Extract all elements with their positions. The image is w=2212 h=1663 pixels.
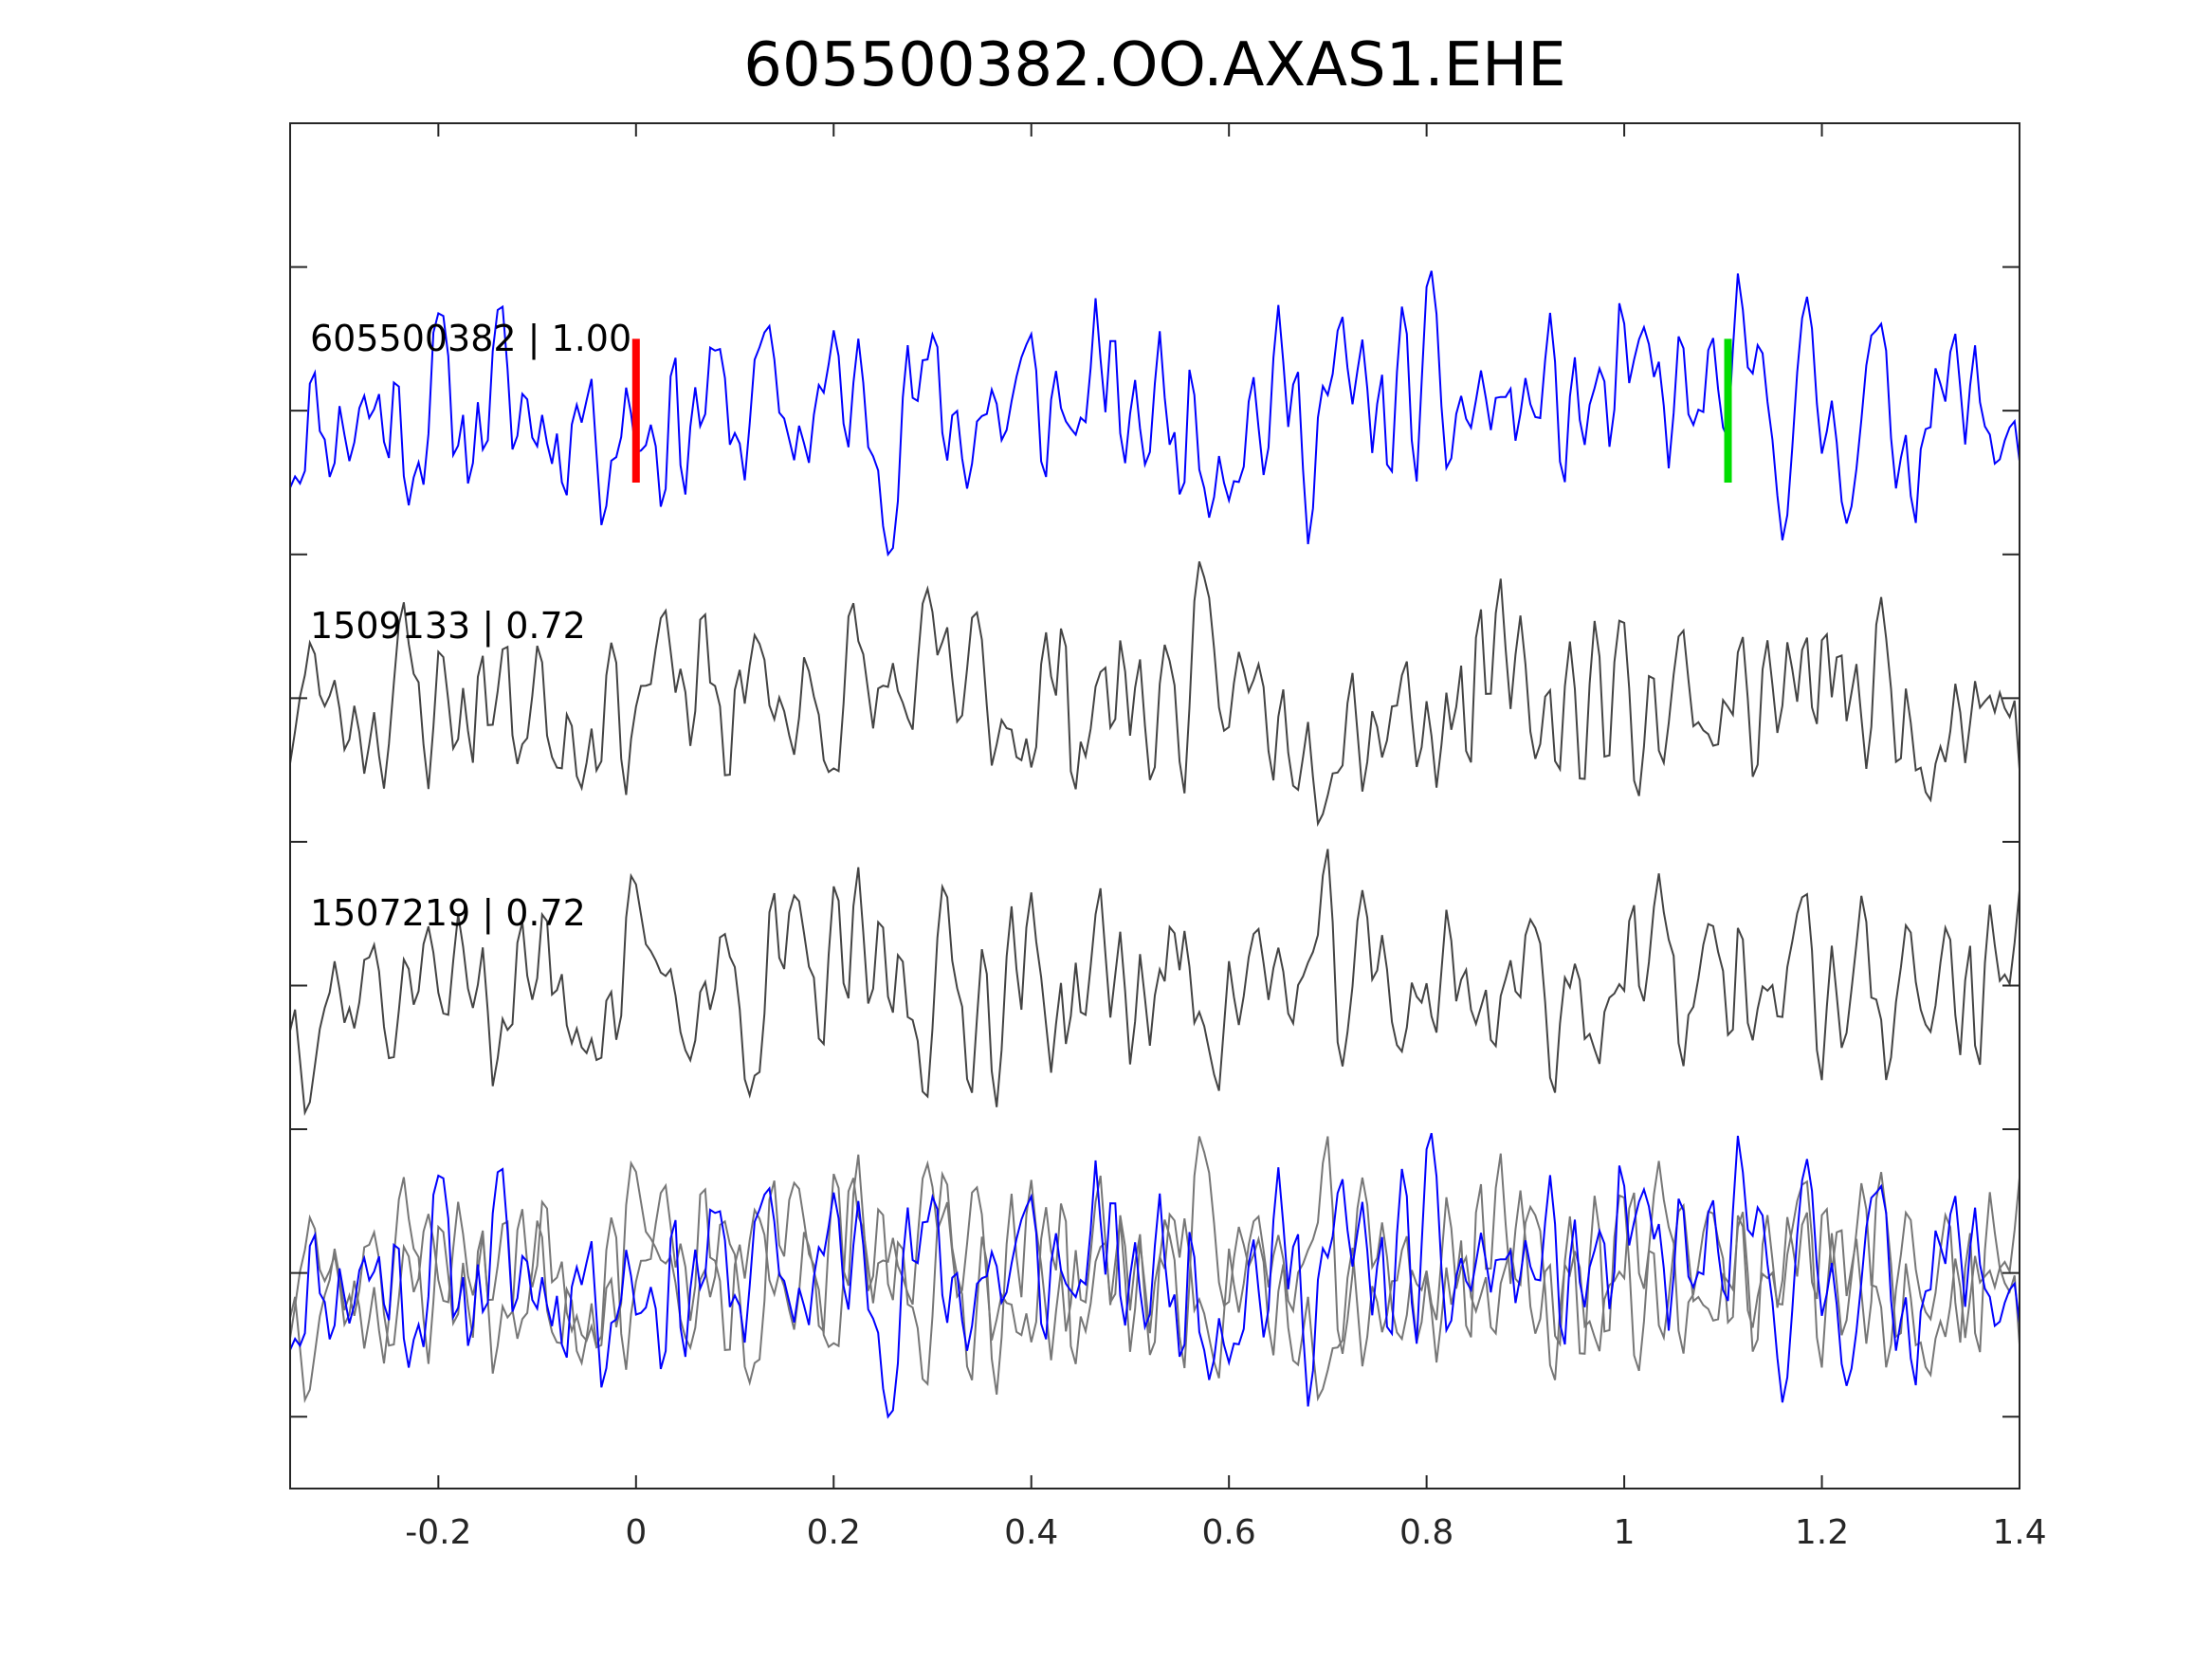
x-tick-label: 1 (1614, 1513, 1636, 1552)
x-tick-label: 0.2 (807, 1513, 861, 1552)
trace-labels: 605500382 | 1.00 1509133 | 0.72 1507219 … (310, 318, 631, 935)
axes: -0.2 0 0.2 0.4 0.6 0.8 1 1.2 1.4 (289, 122, 2047, 1552)
picks (631, 338, 1732, 483)
traces (289, 270, 2020, 1419)
x-tick-label: 0 (625, 1513, 647, 1552)
trace-1507219 (289, 849, 2020, 1117)
stack-trace-0 (289, 1132, 2020, 1419)
stack-trace-1 (289, 1136, 2020, 1402)
trace-label-0: 605500382 | 1.00 (310, 318, 631, 360)
stack-trace-2 (289, 1136, 2020, 1404)
x-tick-label: -0.2 (405, 1513, 471, 1552)
chart-title: 605500382.OO.AXAS1.EHE (743, 30, 1565, 101)
x-tick-label: 0.4 (1004, 1513, 1058, 1552)
x-tick-label: 1.2 (1795, 1513, 1849, 1552)
trace-1509133 (289, 561, 2020, 828)
x-tick-label: 0.8 (1399, 1513, 1453, 1552)
plot-frame (289, 122, 2020, 1489)
x-tick-label: 1.4 (1992, 1513, 2046, 1552)
x-tick-label: 0.6 (1202, 1513, 1256, 1552)
trace-label-1: 1509133 | 0.72 (310, 605, 586, 648)
trace-label-2: 1507219 | 0.72 (310, 892, 586, 935)
